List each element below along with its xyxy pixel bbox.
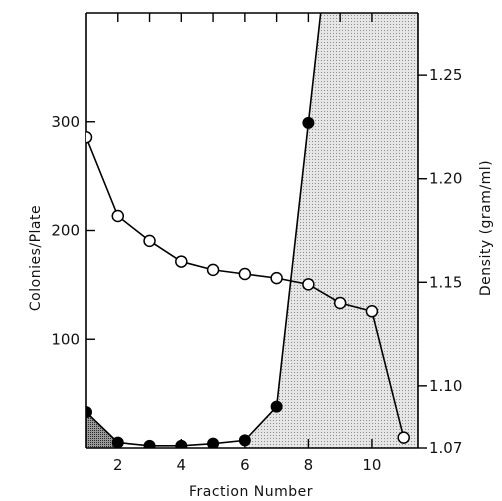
open-point — [270, 271, 283, 285]
labels: Fraction Number Colonies/Plate Density (… — [28, 66, 494, 500]
shaded-regions — [86, 13, 418, 448]
filled-point — [270, 400, 283, 413]
x-tick-label: 6 — [240, 456, 250, 474]
y-right-tick-label: 1.10 — [429, 377, 462, 395]
filled-point — [302, 116, 315, 129]
open-point — [302, 278, 315, 291]
x-tick-label: 2 — [113, 456, 123, 474]
y-axis-left-label: Colonies/Plate — [28, 205, 44, 311]
y-right-tick-label: 1.20 — [429, 170, 462, 188]
y-left-tick-label: 300 — [51, 113, 80, 131]
filled-point — [207, 437, 220, 448]
filled-point — [143, 439, 156, 448]
open-point — [397, 431, 410, 444]
y-left-tick-label: 100 — [51, 330, 80, 348]
open-point — [175, 255, 188, 268]
series — [86, 13, 410, 448]
open-point — [206, 263, 220, 277]
open-point — [238, 267, 252, 281]
x-axis-label: Fraction Number — [189, 484, 313, 500]
y-axis-right-label: Density (gram/ml) — [478, 160, 494, 296]
filled-point — [86, 406, 92, 419]
filled-point — [111, 436, 124, 448]
open-point — [333, 296, 347, 310]
open-point — [365, 305, 379, 318]
x-tick-label: 8 — [304, 456, 314, 474]
light-shaded-region — [244, 13, 418, 448]
open-point — [86, 131, 93, 144]
x-tick-label: 4 — [177, 456, 187, 474]
y-right-tick-label: 1.25 — [429, 66, 462, 84]
filled-point — [175, 439, 188, 448]
x-tick-label: 10 — [362, 456, 381, 474]
open-point — [143, 234, 156, 248]
y-right-tick-label: 1.15 — [429, 273, 462, 291]
open-point — [111, 209, 125, 223]
y-right-tick-label: 1.07 — [429, 439, 462, 457]
y-left-tick-label: 200 — [51, 222, 80, 240]
dark-shaded-region — [86, 412, 118, 448]
filled-point — [238, 434, 251, 447]
